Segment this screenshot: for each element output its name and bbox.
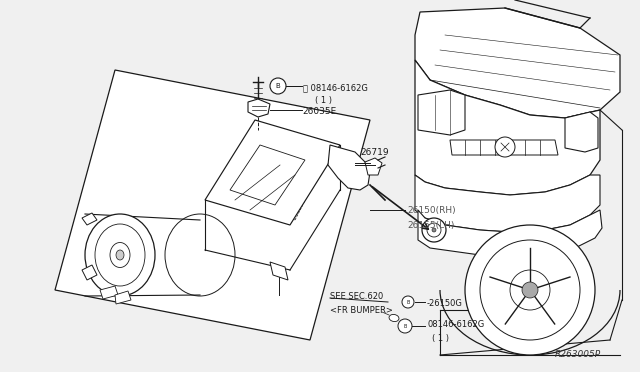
Ellipse shape: [85, 214, 155, 296]
Polygon shape: [418, 210, 602, 257]
Polygon shape: [55, 70, 370, 340]
Text: B: B: [406, 299, 410, 305]
Text: Ⓑ 08146-6162G: Ⓑ 08146-6162G: [303, 83, 368, 92]
Polygon shape: [415, 60, 600, 195]
Circle shape: [480, 240, 580, 340]
Polygon shape: [100, 286, 118, 299]
Polygon shape: [230, 145, 305, 205]
Polygon shape: [450, 140, 558, 155]
Polygon shape: [415, 8, 620, 118]
Circle shape: [495, 137, 515, 157]
Circle shape: [432, 228, 436, 232]
Polygon shape: [205, 120, 340, 225]
Polygon shape: [565, 112, 598, 152]
Circle shape: [427, 223, 441, 237]
Polygon shape: [82, 265, 97, 280]
Text: 08146-6162G: 08146-6162G: [427, 320, 484, 329]
Text: ( 1 ): ( 1 ): [315, 96, 332, 105]
Polygon shape: [115, 291, 131, 304]
Text: B: B: [403, 324, 406, 328]
Polygon shape: [82, 213, 97, 225]
Polygon shape: [365, 158, 382, 175]
Polygon shape: [270, 262, 288, 280]
Ellipse shape: [95, 224, 145, 286]
Circle shape: [422, 218, 446, 242]
Text: 26150(RH): 26150(RH): [407, 206, 456, 215]
Circle shape: [270, 78, 286, 94]
Text: R263005P: R263005P: [555, 350, 601, 359]
Ellipse shape: [116, 250, 124, 260]
Circle shape: [402, 296, 414, 308]
Circle shape: [510, 270, 550, 310]
Text: -26150G: -26150G: [427, 299, 463, 308]
Circle shape: [465, 225, 595, 355]
Polygon shape: [415, 175, 600, 232]
Polygon shape: [418, 90, 465, 135]
Text: ( 1 ): ( 1 ): [432, 334, 449, 343]
Circle shape: [398, 319, 412, 333]
Polygon shape: [328, 145, 370, 190]
Ellipse shape: [389, 314, 399, 321]
Ellipse shape: [165, 214, 235, 296]
Circle shape: [522, 282, 538, 298]
Text: 26035E: 26035E: [302, 107, 336, 116]
Text: <FR BUMPER>: <FR BUMPER>: [330, 306, 393, 315]
Text: SEE SEC.620: SEE SEC.620: [330, 292, 383, 301]
Text: 26719: 26719: [360, 148, 388, 157]
Text: 26155(LH): 26155(LH): [407, 221, 454, 230]
Ellipse shape: [110, 243, 130, 267]
Polygon shape: [248, 99, 270, 117]
Text: B: B: [276, 83, 280, 89]
